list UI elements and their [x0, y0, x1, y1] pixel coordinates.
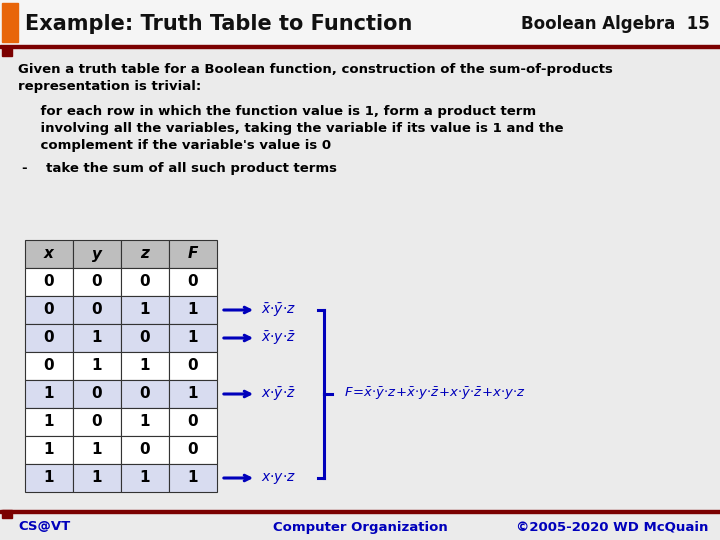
Bar	[169, 380, 217, 408]
Text: 0: 0	[44, 359, 54, 374]
Bar	[2, 510, 12, 518]
Bar	[169, 436, 217, 464]
Bar	[121, 240, 169, 268]
Text: $F\!=\!\bar{x}{\cdot}\bar{y}{\cdot}z\!+\!\bar{x}{\cdot}y{\cdot}\bar{z}\!+\!x{\cd: $F\!=\!\bar{x}{\cdot}\bar{y}{\cdot}z\!+\…	[344, 386, 526, 402]
Bar	[169, 352, 217, 380]
Text: 0: 0	[140, 274, 150, 289]
Text: x: x	[44, 246, 54, 261]
Bar	[169, 268, 217, 296]
Bar	[73, 464, 121, 492]
Bar	[25, 324, 73, 352]
Text: $\bar{x}{\cdot}y{\cdot}\bar{z}$: $\bar{x}{\cdot}y{\cdot}\bar{z}$	[261, 329, 296, 347]
Bar	[121, 464, 169, 492]
Text: representation is trivial:: representation is trivial:	[18, 80, 202, 93]
Bar	[25, 268, 73, 296]
Text: F: F	[188, 246, 198, 261]
Bar	[73, 240, 121, 268]
Bar	[121, 296, 169, 324]
Bar	[25, 464, 73, 492]
Text: 1: 1	[91, 442, 102, 457]
Bar	[121, 408, 169, 436]
Text: 1: 1	[140, 359, 150, 374]
Text: -    take the sum of all such product terms: - take the sum of all such product terms	[22, 162, 337, 175]
Bar	[121, 380, 169, 408]
Text: 0: 0	[188, 359, 198, 374]
Bar	[0, 45, 720, 48]
Bar	[169, 464, 217, 492]
Text: 0: 0	[188, 442, 198, 457]
Text: 0: 0	[44, 274, 54, 289]
Text: 0: 0	[140, 387, 150, 402]
Bar	[121, 436, 169, 464]
Bar	[73, 296, 121, 324]
Bar	[73, 352, 121, 380]
Text: z: z	[140, 246, 150, 261]
Text: for each row in which the function value is 1, form a product term: for each row in which the function value…	[22, 105, 536, 118]
Text: 1: 1	[188, 387, 198, 402]
Text: 1: 1	[44, 442, 54, 457]
Text: 0: 0	[91, 415, 102, 429]
Text: 1: 1	[140, 470, 150, 485]
Text: 1: 1	[44, 415, 54, 429]
Text: $x{\cdot}y{\cdot}z$: $x{\cdot}y{\cdot}z$	[261, 470, 296, 485]
Text: $\bar{x}{\cdot}\bar{y}{\cdot}z$: $\bar{x}{\cdot}\bar{y}{\cdot}z$	[261, 301, 296, 319]
Bar	[169, 296, 217, 324]
Text: 1: 1	[91, 330, 102, 346]
Bar	[169, 324, 217, 352]
Text: 1: 1	[44, 470, 54, 485]
Text: 0: 0	[44, 302, 54, 318]
Text: 0: 0	[44, 330, 54, 346]
Bar	[25, 408, 73, 436]
Text: 1: 1	[188, 302, 198, 318]
Bar	[2, 48, 12, 56]
Bar	[73, 324, 121, 352]
Text: 1: 1	[140, 302, 150, 318]
Text: y: y	[92, 246, 102, 261]
Text: Example: Truth Table to Function: Example: Truth Table to Function	[25, 14, 413, 34]
Text: 0: 0	[188, 274, 198, 289]
Bar	[0, 510, 720, 513]
Text: Computer Organization: Computer Organization	[273, 521, 447, 534]
Text: 0: 0	[91, 302, 102, 318]
Text: 0: 0	[91, 274, 102, 289]
Bar	[121, 268, 169, 296]
Text: 1: 1	[91, 470, 102, 485]
Text: 0: 0	[140, 330, 150, 346]
Text: 1: 1	[188, 330, 198, 346]
Text: 1: 1	[44, 387, 54, 402]
Text: 1: 1	[91, 359, 102, 374]
Text: ©2005-2020 WD McQuain: ©2005-2020 WD McQuain	[516, 521, 708, 534]
Text: 1: 1	[140, 415, 150, 429]
Bar	[73, 380, 121, 408]
Bar	[25, 352, 73, 380]
Bar	[25, 380, 73, 408]
Bar	[25, 296, 73, 324]
Text: 0: 0	[91, 387, 102, 402]
Bar	[25, 240, 73, 268]
Bar	[73, 436, 121, 464]
Bar	[169, 408, 217, 436]
Text: involving all the variables, taking the variable if its value is 1 and the: involving all the variables, taking the …	[22, 122, 564, 135]
Bar	[73, 268, 121, 296]
Bar	[25, 436, 73, 464]
Text: $x{\cdot}\bar{y}{\cdot}\bar{z}$: $x{\cdot}\bar{y}{\cdot}\bar{z}$	[261, 385, 296, 403]
Bar	[0, 0, 720, 45]
Text: 0: 0	[140, 442, 150, 457]
Text: Given a truth table for a Boolean function, construction of the sum-of-products: Given a truth table for a Boolean functi…	[18, 63, 613, 76]
Bar	[121, 352, 169, 380]
Text: 0: 0	[188, 415, 198, 429]
Bar	[169, 240, 217, 268]
Bar	[73, 408, 121, 436]
Text: Boolean Algebra  15: Boolean Algebra 15	[521, 15, 710, 33]
Text: complement if the variable's value is 0: complement if the variable's value is 0	[22, 139, 331, 152]
Text: CS@VT: CS@VT	[18, 521, 71, 534]
Text: 1: 1	[188, 470, 198, 485]
Bar	[121, 324, 169, 352]
Bar	[2, 3, 18, 42]
